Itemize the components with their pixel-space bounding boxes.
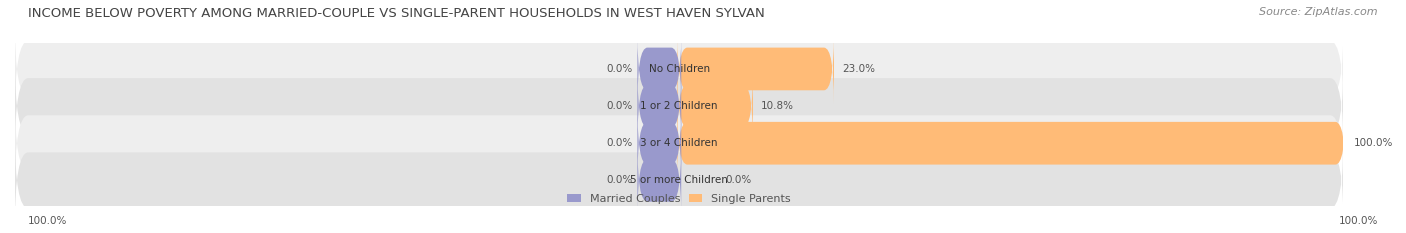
- Text: 0.0%: 0.0%: [606, 64, 633, 74]
- FancyBboxPatch shape: [15, 23, 1344, 115]
- Text: Source: ZipAtlas.com: Source: ZipAtlas.com: [1260, 7, 1378, 17]
- Text: 100.0%: 100.0%: [1354, 138, 1393, 148]
- FancyBboxPatch shape: [15, 134, 1344, 227]
- FancyBboxPatch shape: [637, 109, 682, 178]
- Text: 3 or 4 Children: 3 or 4 Children: [641, 138, 718, 148]
- Text: 0.0%: 0.0%: [725, 175, 752, 185]
- Text: 23.0%: 23.0%: [842, 64, 875, 74]
- Text: 5 or more Children: 5 or more Children: [630, 175, 728, 185]
- FancyBboxPatch shape: [637, 72, 682, 140]
- Legend: Married Couples, Single Parents: Married Couples, Single Parents: [568, 194, 792, 204]
- FancyBboxPatch shape: [637, 146, 682, 215]
- Text: No Children: No Children: [648, 64, 710, 74]
- Text: 100.0%: 100.0%: [1339, 216, 1378, 226]
- FancyBboxPatch shape: [637, 35, 682, 103]
- FancyBboxPatch shape: [678, 72, 754, 140]
- Text: 100.0%: 100.0%: [28, 216, 67, 226]
- Text: 0.0%: 0.0%: [606, 101, 633, 111]
- Text: 1 or 2 Children: 1 or 2 Children: [641, 101, 718, 111]
- FancyBboxPatch shape: [15, 60, 1344, 152]
- Text: INCOME BELOW POVERTY AMONG MARRIED-COUPLE VS SINGLE-PARENT HOUSEHOLDS IN WEST HA: INCOME BELOW POVERTY AMONG MARRIED-COUPL…: [28, 7, 765, 20]
- Text: 10.8%: 10.8%: [761, 101, 794, 111]
- FancyBboxPatch shape: [678, 35, 834, 103]
- FancyBboxPatch shape: [678, 109, 1346, 178]
- FancyBboxPatch shape: [15, 97, 1344, 190]
- Text: 0.0%: 0.0%: [606, 175, 633, 185]
- Text: 0.0%: 0.0%: [606, 138, 633, 148]
